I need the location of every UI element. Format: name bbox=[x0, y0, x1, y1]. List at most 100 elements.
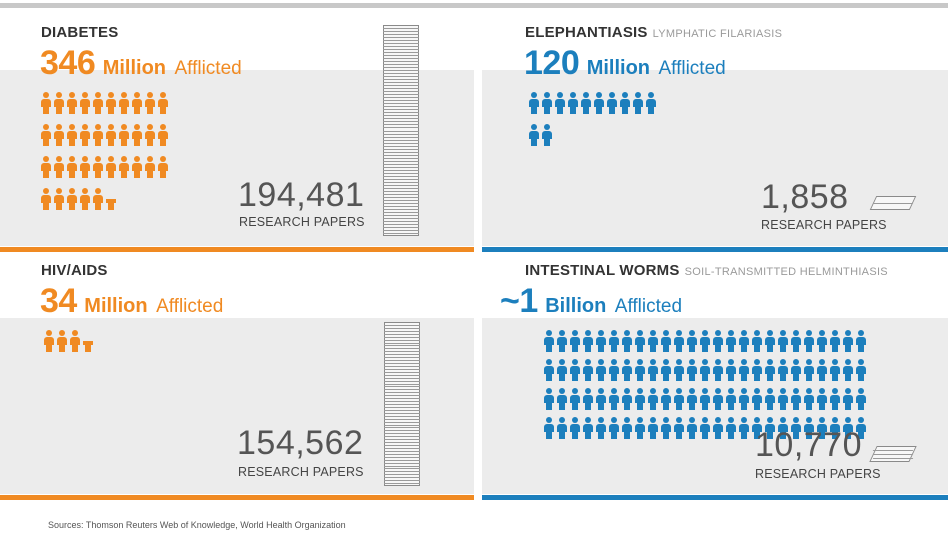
paper-sheet bbox=[383, 178, 419, 180]
person-icon bbox=[557, 417, 567, 439]
person-icon bbox=[570, 330, 580, 352]
person-icon bbox=[726, 330, 736, 352]
paper-sheet bbox=[384, 450, 420, 452]
person-icon bbox=[622, 417, 632, 439]
paper-sheet bbox=[384, 445, 420, 446]
paper-sheet bbox=[383, 64, 419, 66]
person-icon bbox=[700, 359, 710, 381]
person-icon bbox=[132, 156, 142, 178]
paper-sheet bbox=[384, 339, 420, 341]
person-icon bbox=[529, 124, 539, 146]
person-icon bbox=[158, 124, 168, 146]
research-papers-label: RESEARCH PAPERS bbox=[238, 465, 364, 479]
person-icon bbox=[620, 92, 630, 114]
person-icon bbox=[726, 359, 736, 381]
afflicted-unit: Billion bbox=[545, 295, 607, 317]
person-icon bbox=[739, 388, 749, 410]
paper-sheet bbox=[383, 205, 419, 207]
person-icon bbox=[648, 359, 658, 381]
afflicted-label: Afflicted bbox=[174, 58, 242, 79]
paper-sheet bbox=[383, 154, 419, 156]
person-icon bbox=[635, 330, 645, 352]
person-icon bbox=[67, 92, 77, 114]
person-icon bbox=[557, 359, 567, 381]
paper-sheet bbox=[383, 109, 419, 111]
person-icon bbox=[830, 330, 840, 352]
paper-sheet bbox=[384, 430, 420, 432]
person-icon bbox=[856, 359, 866, 381]
afflicted-number: ~1 bbox=[500, 282, 538, 320]
paper-sheet bbox=[383, 43, 419, 45]
person-icon bbox=[557, 388, 567, 410]
paper-sheet bbox=[383, 160, 419, 162]
paper-stack-icon bbox=[869, 446, 917, 462]
person-icon bbox=[843, 359, 853, 381]
paper-sheet bbox=[383, 94, 419, 96]
research-papers-count: 154,562 bbox=[237, 424, 364, 462]
person-icon bbox=[817, 417, 827, 439]
person-icon bbox=[635, 359, 645, 381]
person-icon bbox=[765, 330, 775, 352]
person-icon bbox=[106, 156, 116, 178]
paper-sheet bbox=[384, 465, 420, 467]
panel-intestinal-worms: INTESTINAL WORMS SOIL-TRANSMITTED HELMINT… bbox=[482, 256, 948, 500]
person-icon bbox=[646, 92, 656, 114]
person-icon bbox=[622, 330, 632, 352]
research-papers-count: 1,858 bbox=[761, 178, 849, 216]
paper-sheet bbox=[383, 76, 419, 78]
paper-sheet bbox=[384, 330, 420, 332]
person-icon bbox=[158, 92, 168, 114]
person-icon bbox=[568, 92, 578, 114]
person-icon bbox=[54, 92, 64, 114]
paper-sheet bbox=[384, 409, 420, 411]
paper-sheet bbox=[384, 389, 420, 391]
paper-sheet bbox=[384, 383, 420, 385]
paper-sheet bbox=[384, 462, 420, 464]
person-icon bbox=[687, 330, 697, 352]
paper-sheet bbox=[383, 166, 419, 168]
paper-sheet bbox=[384, 477, 420, 479]
person-icon bbox=[804, 359, 814, 381]
paper-sheet bbox=[383, 37, 419, 39]
person-icon bbox=[791, 417, 801, 439]
paper-sheet bbox=[383, 157, 419, 159]
person-icon bbox=[596, 388, 606, 410]
paper-sheet bbox=[383, 181, 419, 183]
afflicted-unit: Million bbox=[84, 295, 148, 317]
paper-sheet bbox=[872, 450, 914, 451]
person-icon bbox=[700, 330, 710, 352]
person-icon bbox=[67, 188, 77, 210]
person-icon bbox=[778, 330, 788, 352]
person-icon bbox=[765, 417, 775, 439]
person-icon bbox=[843, 388, 853, 410]
person-icon bbox=[119, 156, 129, 178]
paper-sheet bbox=[384, 415, 420, 417]
paper-sheet bbox=[383, 58, 419, 60]
afflicted-label: Afflicted bbox=[156, 296, 224, 317]
research-papers-count: 194,481 bbox=[238, 176, 365, 214]
paper-sheet bbox=[384, 404, 420, 405]
paper-stack-icon bbox=[869, 196, 917, 210]
paper-sheet bbox=[384, 333, 420, 335]
paper-sheet bbox=[384, 354, 420, 356]
paper-sheet bbox=[383, 148, 419, 150]
paper-sheet bbox=[872, 454, 914, 455]
person-icon bbox=[856, 417, 866, 439]
paper-sheet bbox=[383, 91, 419, 93]
person-icon bbox=[93, 156, 103, 178]
paper-sheet bbox=[384, 471, 420, 473]
person-icon bbox=[106, 124, 116, 146]
person-icon bbox=[41, 188, 51, 210]
paper-stack-icon bbox=[383, 25, 419, 236]
paper-sheet bbox=[383, 52, 419, 54]
top-rule-line bbox=[0, 3, 948, 8]
disease-title: INTESTINAL WORMS SOIL-TRANSMITTED HELMINT… bbox=[525, 262, 888, 279]
person-icon bbox=[791, 388, 801, 410]
person-icon bbox=[581, 92, 591, 114]
person-icon bbox=[570, 388, 580, 410]
paper-sheet bbox=[383, 67, 419, 69]
paper-stack-icon bbox=[384, 322, 420, 486]
paper-sheet bbox=[384, 406, 420, 408]
panel-bottom-bar bbox=[0, 247, 474, 252]
paper-sheet bbox=[384, 453, 420, 455]
